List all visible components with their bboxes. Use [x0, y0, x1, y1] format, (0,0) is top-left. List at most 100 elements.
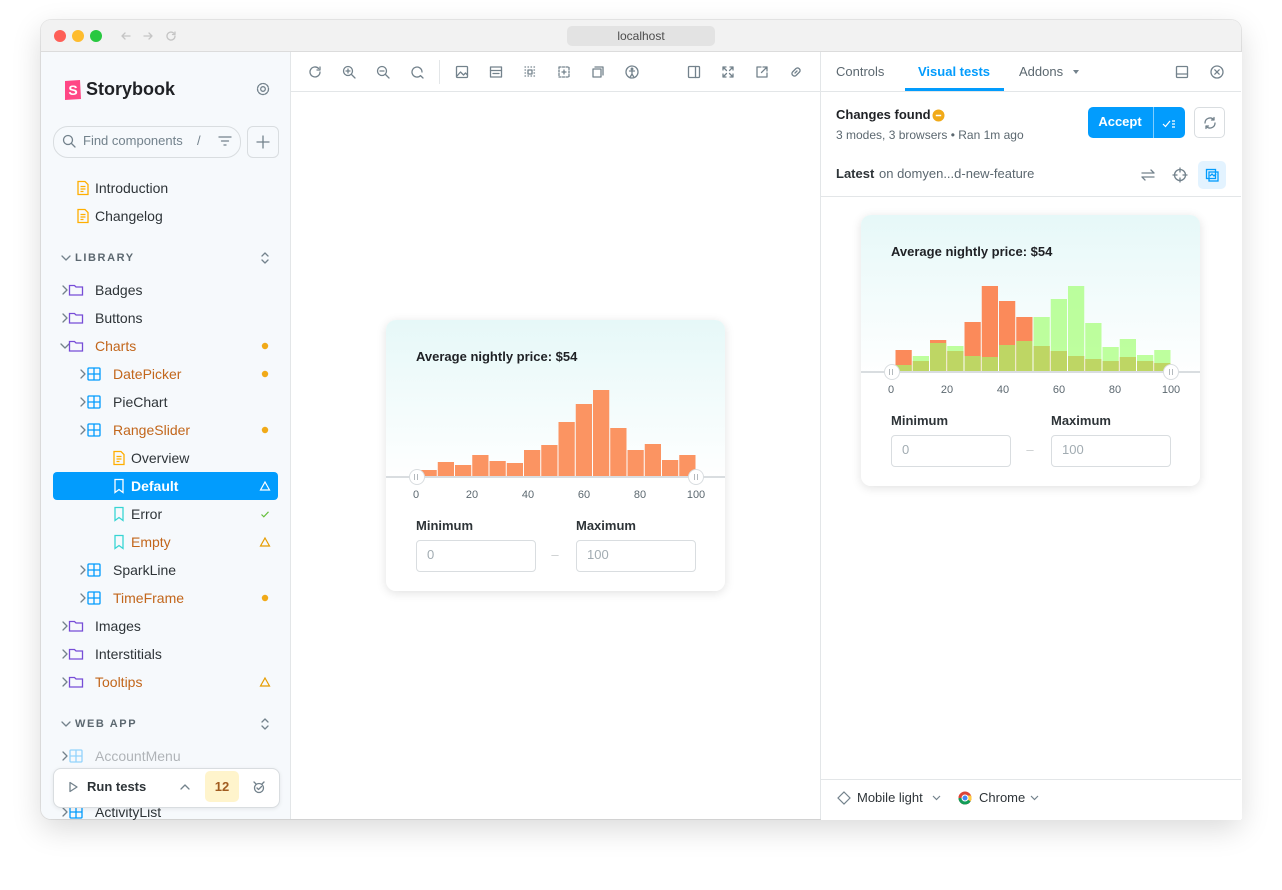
- rerun-button[interactable]: [1194, 107, 1225, 138]
- sidebar-item[interactable]: RangeSlider: [113, 422, 191, 438]
- toolbar-button[interactable]: [522, 64, 538, 80]
- forward-button[interactable]: [140, 28, 156, 44]
- toolbar-button[interactable]: [590, 64, 606, 80]
- sidebar-item[interactable]: Images: [95, 618, 141, 634]
- expand-toggle[interactable]: [257, 716, 273, 732]
- sidebar-item[interactable]: TimeFrame: [113, 590, 185, 606]
- section-chevron[interactable]: [58, 716, 74, 732]
- sidebar-item[interactable]: Overview: [131, 450, 190, 466]
- test-count-badge[interactable]: [205, 771, 239, 802]
- filter-button[interactable]: [217, 133, 233, 149]
- toolbar-button[interactable]: [409, 64, 425, 80]
- sidebar-item[interactable]: SparkLine: [113, 562, 177, 578]
- axis-tick-label: 80: [633, 489, 647, 501]
- toolbar-button[interactable]: [788, 64, 804, 80]
- histogram-bar: [1050, 299, 1067, 371]
- mode-icon[interactable]: [837, 791, 851, 805]
- collapse-toggle[interactable]: [177, 779, 193, 795]
- toolbar-button[interactable]: [686, 64, 702, 80]
- status-warning: [259, 536, 271, 547]
- max-input[interactable]: [1051, 435, 1171, 467]
- sidebar-item[interactable]: PieChart: [113, 394, 168, 410]
- min-input[interactable]: [416, 540, 536, 572]
- settings-button[interactable]: [255, 81, 271, 97]
- url-bar[interactable]: [567, 26, 715, 46]
- mode-selector[interactable]: Mobile light: [857, 790, 923, 805]
- expand-toggle[interactable]: [257, 250, 273, 266]
- reload-button[interactable]: [163, 28, 179, 44]
- diff-toggle-active[interactable]: [1198, 161, 1226, 189]
- logo: S: [65, 80, 81, 100]
- panel-position-button[interactable]: [1174, 64, 1190, 80]
- tree-chevron[interactable]: [57, 674, 73, 690]
- component-icon: [87, 367, 101, 381]
- sidebar-item[interactable]: Changelog: [95, 208, 163, 224]
- tree-chevron[interactable]: [75, 562, 91, 578]
- histogram-bar: [912, 356, 929, 371]
- compare-button[interactable]: [1140, 167, 1156, 183]
- chrome-icon[interactable]: [958, 791, 972, 805]
- window-control[interactable]: [72, 30, 84, 42]
- browser-selector[interactable]: Chrome: [979, 790, 1026, 805]
- slider-handle[interactable]: [688, 469, 704, 485]
- sidebar-item[interactable]: Tooltips: [95, 674, 143, 690]
- component-icon: [87, 563, 101, 577]
- toolbar-button[interactable]: [341, 64, 357, 80]
- toolbar-divider: [439, 60, 440, 84]
- search-box[interactable]: [53, 126, 241, 158]
- slider-handle[interactable]: [1163, 364, 1179, 380]
- toolbar-button[interactable]: [624, 64, 640, 80]
- sidebar-item[interactable]: Charts: [95, 338, 137, 354]
- tree-chevron[interactable]: [57, 282, 73, 298]
- sidebar-item[interactable]: Buttons: [95, 310, 143, 326]
- histogram-bar: [437, 462, 454, 476]
- add-button[interactable]: [247, 126, 279, 158]
- panel-tab[interactable]: Controls: [836, 64, 885, 79]
- window-control[interactable]: [90, 30, 102, 42]
- tree-chevron[interactable]: [57, 646, 73, 662]
- sidebar-item[interactable]: Error: [131, 506, 163, 522]
- close-panel-button[interactable]: [1209, 64, 1225, 80]
- min-input[interactable]: [891, 435, 1011, 467]
- toolbar-button[interactable]: [754, 64, 770, 80]
- max-input[interactable]: [576, 540, 696, 572]
- tree-chevron[interactable]: [57, 338, 73, 354]
- section-chevron[interactable]: [58, 250, 74, 266]
- histogram-bar: [895, 365, 912, 371]
- toolbar-button[interactable]: [307, 64, 323, 80]
- sidebar-item[interactable]: Introduction: [95, 180, 169, 196]
- sidebar-item[interactable]: Interstitials: [95, 646, 162, 662]
- tree-chevron[interactable]: [57, 804, 73, 820]
- tree-chevron[interactable]: [75, 394, 91, 410]
- tree-chevron[interactable]: [57, 310, 73, 326]
- sidebar-item[interactable]: ActivityList: [95, 804, 162, 820]
- panel-tab[interactable]: Addons: [1019, 64, 1064, 79]
- toolbar-button[interactable]: [720, 64, 736, 80]
- tree-chevron[interactable]: [57, 748, 73, 764]
- panel-tab[interactable]: Visual tests: [918, 64, 991, 79]
- sidebar-item[interactable]: Empty: [131, 534, 171, 550]
- run-tests-button[interactable]: Run tests: [87, 779, 147, 794]
- back-button[interactable]: [118, 28, 134, 44]
- folder-icon: [68, 620, 84, 632]
- accept-menu-icon[interactable]: [1161, 115, 1177, 131]
- section-title: LIBRARY: [75, 252, 135, 264]
- window-control[interactable]: [54, 30, 66, 42]
- histogram-bar: [1033, 317, 1050, 371]
- tree-chevron[interactable]: [75, 590, 91, 606]
- sidebar-item[interactable]: DatePicker: [113, 366, 182, 382]
- tree-chevron[interactable]: [75, 422, 91, 438]
- histogram-bar: [472, 455, 489, 476]
- axis-tick-label: 100: [1161, 384, 1181, 396]
- watch-button[interactable]: [251, 779, 267, 795]
- sidebar-item[interactable]: Default: [131, 478, 179, 494]
- toolbar-button[interactable]: [556, 64, 572, 80]
- toolbar-button[interactable]: [454, 64, 470, 80]
- tree-chevron[interactable]: [57, 618, 73, 634]
- focus-button[interactable]: [1172, 167, 1188, 183]
- sidebar-item[interactable]: Badges: [95, 282, 143, 298]
- sidebar-item[interactable]: AccountMenu: [95, 748, 181, 764]
- toolbar-button[interactable]: [488, 64, 504, 80]
- tree-chevron[interactable]: [75, 366, 91, 382]
- toolbar-button[interactable]: [375, 64, 391, 80]
